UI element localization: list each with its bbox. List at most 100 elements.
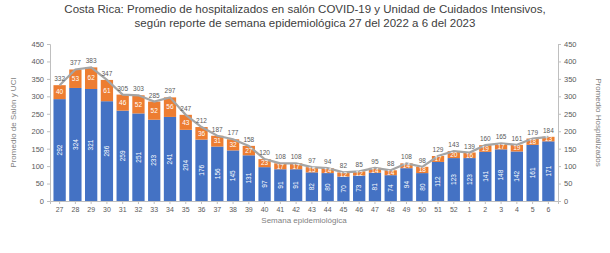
tick-label: 150: [564, 145, 577, 154]
tick-mark: [532, 201, 533, 204]
bar: [117, 111, 129, 201]
tick-mark: [264, 201, 265, 204]
tick-label: 42: [292, 206, 300, 213]
tick-mark: [47, 96, 50, 97]
tick-mark: [75, 201, 76, 204]
tick: 32: [135, 201, 143, 213]
data-label: 108: [275, 153, 286, 160]
data-label: 14: [371, 167, 379, 174]
data-label: 31: [214, 137, 222, 144]
tick-label: 300: [31, 92, 44, 101]
tick: 450: [31, 40, 50, 49]
data-label: 285: [149, 92, 160, 99]
data-label: 259: [119, 150, 126, 161]
tick-mark: [47, 184, 50, 185]
data-labels: 2923243212862592512332412041761561451319…: [54, 57, 554, 192]
data-label: 85: [356, 161, 364, 168]
tick-mark: [138, 201, 139, 204]
bar: [85, 89, 97, 201]
tick: 36: [198, 201, 206, 213]
tick-label: 200: [31, 127, 44, 136]
data-label: 148: [497, 169, 504, 180]
bar: [211, 147, 223, 201]
bar: [164, 117, 176, 201]
tick-mark: [558, 131, 561, 132]
tick-mark: [558, 166, 561, 167]
tick: 300: [558, 92, 577, 101]
data-label: 143: [448, 141, 459, 148]
tick-label: 200: [564, 127, 577, 136]
data-label: 17: [277, 163, 285, 170]
tick: 52: [450, 201, 458, 213]
data-label: 377: [70, 59, 81, 66]
data-label: 73: [355, 184, 362, 192]
tick-label: 150: [31, 145, 44, 154]
tick-label: 31: [119, 206, 127, 213]
bar: [132, 113, 144, 201]
data-label: 179: [527, 129, 538, 136]
tick: 1: [468, 201, 472, 213]
tick: 27: [56, 201, 64, 213]
data-label: 70: [340, 185, 347, 193]
plot-marks: [53, 67, 554, 201]
data-label: 80: [419, 183, 426, 191]
data-label: 14: [387, 169, 395, 176]
bar: [416, 173, 428, 201]
data-label: 16: [466, 152, 474, 159]
bar: [53, 99, 65, 201]
bar: [526, 145, 538, 201]
axis-line: [559, 45, 562, 202]
bar: [432, 156, 444, 162]
data-label: 95: [371, 158, 379, 165]
tick: 150: [31, 145, 50, 154]
bar: [117, 95, 129, 111]
data-label: 17: [292, 163, 300, 170]
data-label: 94: [403, 181, 410, 189]
tick: 40: [261, 201, 269, 213]
tick-mark: [217, 201, 218, 204]
tick-label: 2: [483, 206, 487, 213]
tick-label: 3: [499, 206, 503, 213]
data-label: 27: [245, 147, 253, 154]
bar: [53, 85, 65, 99]
data-label: 383: [86, 57, 97, 64]
tick: 30: [103, 201, 111, 213]
data-label: 171: [545, 165, 552, 176]
bar: [353, 176, 365, 201]
axis-line: [51, 202, 559, 205]
data-label: 80: [324, 183, 331, 191]
tick-label: 48: [387, 206, 395, 213]
y2-axis-title: Promedio Hospitalizados: [594, 78, 603, 167]
data-label: 286: [103, 145, 110, 156]
tick-label: 450: [31, 40, 44, 49]
tick-mark: [343, 201, 344, 204]
tick: 6: [546, 201, 550, 213]
tick-label: 45: [340, 206, 348, 213]
data-label: 52: [151, 107, 159, 114]
data-label: 123: [466, 174, 473, 185]
tick-mark: [201, 201, 202, 204]
x-axis-title: Semana epidemiológica: [261, 216, 347, 225]
tick-mark: [558, 149, 561, 150]
tick: 350: [558, 75, 577, 84]
tick-label: 46: [355, 206, 363, 213]
tick-mark: [558, 96, 561, 97]
bar: [463, 153, 475, 159]
data-label: 141: [482, 171, 489, 182]
tick: 34: [166, 201, 174, 213]
tick-mark: [91, 201, 92, 204]
tick-mark: [106, 201, 107, 204]
data-label: 18: [419, 166, 427, 173]
data-label: 12: [356, 170, 364, 177]
data-label: 247: [180, 105, 191, 112]
tick-label: 1: [468, 206, 472, 213]
data-label: 123: [450, 174, 457, 185]
tick-label: 400: [31, 57, 44, 66]
tick: 42: [292, 201, 300, 213]
bar: [148, 120, 160, 201]
tick-label: 34: [166, 206, 174, 213]
tick-label: 49: [403, 206, 411, 213]
tick-mark: [548, 201, 549, 204]
data-label: 82: [340, 162, 348, 169]
tick: 100: [558, 162, 577, 171]
